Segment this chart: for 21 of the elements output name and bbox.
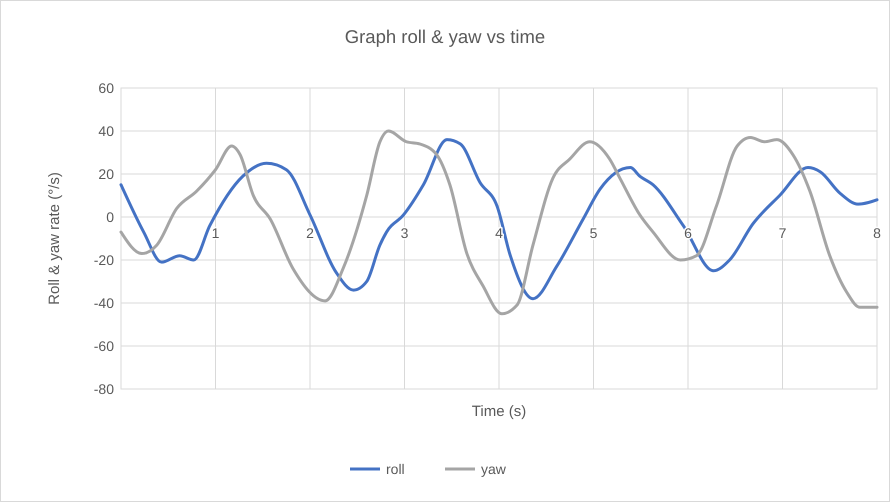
y-tick-label: -20 — [94, 252, 114, 268]
x-tick-label: 1 — [212, 225, 220, 241]
x-tick-label: 7 — [778, 225, 787, 241]
y-tick-label: 0 — [106, 208, 114, 225]
y-tick-label: -60 — [94, 338, 114, 354]
y-tick-label: -80 — [94, 380, 114, 397]
x-tick-label: 3 — [400, 225, 409, 241]
chart-title: Graph roll & yaw vs time — [344, 26, 546, 47]
y-tick-label: 40 — [98, 122, 114, 139]
legend-label: yaw — [481, 460, 507, 477]
legend-label: roll — [386, 460, 405, 477]
y-tick-label: 20 — [98, 166, 114, 182]
x-tick-label: 2 — [306, 225, 314, 241]
x-axis-title: Time (s) — [472, 403, 526, 420]
y-tick-label: -40 — [94, 294, 114, 311]
y-axis-title: Roll & yaw rate (°/s) — [46, 172, 63, 305]
x-tick-label: 8 — [873, 225, 882, 241]
x-tick-label: 5 — [590, 225, 598, 241]
x-tick-label: 4 — [495, 225, 504, 241]
x-tick-label: 6 — [684, 225, 692, 241]
y-tick-label: 60 — [98, 80, 114, 96]
